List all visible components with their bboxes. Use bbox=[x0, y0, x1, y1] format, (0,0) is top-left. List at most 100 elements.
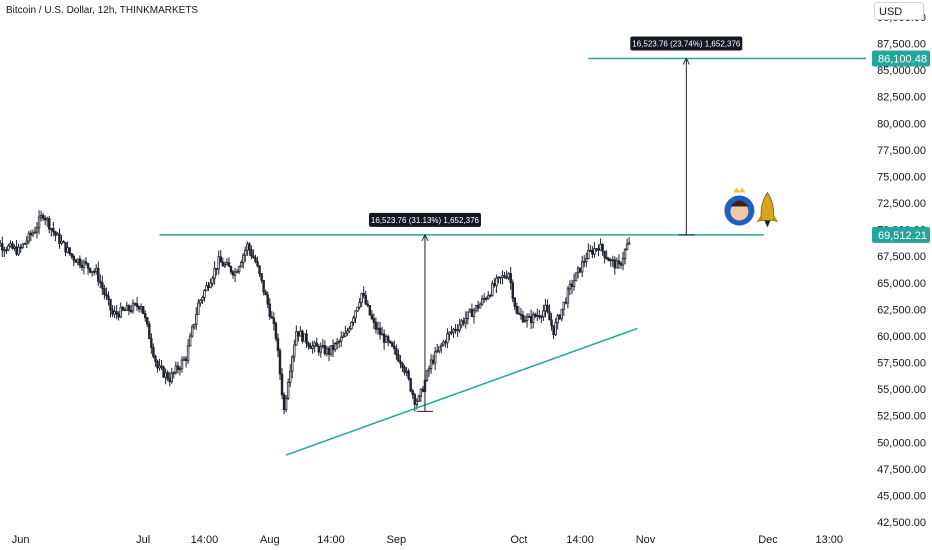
candle bbox=[29, 229, 33, 242]
candle bbox=[419, 388, 423, 403]
candle bbox=[45, 216, 49, 228]
candle bbox=[362, 286, 365, 299]
candle-body bbox=[580, 261, 584, 273]
candle bbox=[260, 273, 263, 284]
candle-body bbox=[105, 293, 108, 297]
candle-body bbox=[325, 347, 329, 355]
candle bbox=[129, 304, 133, 314]
price-tag-label: 86,100.48 bbox=[878, 53, 927, 65]
candle-body bbox=[288, 370, 292, 383]
measures-layer[interactable]: 16,523.76 (31.13%) 1,652,376 16,523.76 (2… bbox=[368, 36, 743, 412]
candle-body bbox=[315, 342, 318, 347]
price-range-measure[interactable]: 16,523.76 (23.74%) 1,652,376 bbox=[630, 36, 743, 236]
candle bbox=[50, 227, 53, 237]
candle-body bbox=[307, 342, 310, 347]
candle bbox=[23, 242, 26, 245]
candle-body bbox=[7, 245, 10, 251]
candle-body bbox=[23, 242, 26, 245]
y-tick-label: 77,500.00 bbox=[877, 145, 926, 157]
candle bbox=[211, 275, 214, 287]
candle-body bbox=[282, 394, 286, 410]
candle-body bbox=[556, 315, 559, 324]
candle-body bbox=[166, 372, 169, 380]
candle-body bbox=[209, 282, 212, 288]
candle bbox=[195, 307, 198, 331]
drawings-layer[interactable] bbox=[159, 57, 866, 456]
price-axis[interactable]: 42,500.00 45,000.00 47,500.00 50,000.00 52,5… bbox=[872, 12, 930, 529]
candle bbox=[511, 279, 514, 303]
price-range-measure[interactable]: 16,523.76 (31.13%) 1,652,376 bbox=[368, 212, 481, 412]
candle-body bbox=[417, 395, 421, 402]
candle-body bbox=[458, 324, 461, 331]
candle bbox=[580, 255, 584, 278]
candle bbox=[137, 305, 141, 313]
candle-body bbox=[33, 231, 37, 234]
candle-body bbox=[331, 345, 335, 351]
candle bbox=[558, 313, 561, 320]
candle bbox=[484, 296, 488, 302]
ascending-support-line[interactable] bbox=[285, 327, 638, 456]
avatar-face bbox=[730, 202, 749, 221]
candle bbox=[613, 256, 617, 275]
candle-body bbox=[137, 306, 141, 310]
candle bbox=[515, 302, 519, 315]
candle bbox=[458, 318, 461, 333]
candle-body bbox=[536, 314, 539, 317]
candle bbox=[115, 305, 118, 320]
candle bbox=[440, 342, 443, 354]
candle-body bbox=[29, 232, 33, 236]
candle-body bbox=[499, 276, 502, 279]
candle bbox=[101, 275, 104, 296]
candle bbox=[313, 340, 316, 353]
candle bbox=[311, 340, 314, 354]
y-tick-label: 42,500.00 bbox=[877, 517, 926, 529]
candle bbox=[254, 254, 257, 264]
candle-body bbox=[401, 362, 404, 368]
time-axis[interactable]: Jun Jul 14:00 Aug 14:00 Sep Oct 14:00 Nov Dec 13:0… bbox=[12, 534, 843, 546]
candle bbox=[141, 306, 145, 315]
y-tick-label: 55,000.00 bbox=[877, 384, 926, 396]
candle-body bbox=[413, 394, 416, 405]
x-tick-label: 14:00 bbox=[191, 534, 219, 546]
candle bbox=[621, 251, 625, 271]
candle bbox=[342, 331, 345, 338]
rocket-fin-icon bbox=[756, 214, 779, 223]
candle-body bbox=[319, 346, 323, 353]
candle-body bbox=[346, 330, 349, 334]
currency-selector[interactable]: USD bbox=[874, 2, 924, 20]
candle bbox=[438, 346, 441, 354]
candle-body bbox=[444, 341, 447, 344]
candle bbox=[180, 356, 184, 373]
candle-body bbox=[115, 311, 118, 315]
candle bbox=[3, 246, 6, 257]
candle bbox=[213, 261, 216, 285]
candle bbox=[615, 257, 619, 269]
candle-body bbox=[446, 333, 449, 344]
candles-layer bbox=[0, 210, 631, 415]
candle-body bbox=[384, 336, 388, 343]
candle bbox=[627, 237, 631, 246]
candle bbox=[454, 324, 457, 334]
candle-body bbox=[366, 303, 370, 306]
candle-body bbox=[219, 256, 222, 263]
candle bbox=[309, 342, 312, 349]
y-tick-label: 65,000.00 bbox=[877, 278, 926, 290]
y-tick-label: 75,000.00 bbox=[877, 171, 926, 183]
candle-body bbox=[462, 320, 465, 324]
candle-body bbox=[3, 249, 6, 252]
candle-body bbox=[352, 317, 355, 323]
candle bbox=[487, 291, 490, 300]
candle bbox=[452, 327, 455, 339]
candle bbox=[201, 295, 204, 305]
candle bbox=[74, 258, 78, 263]
candle-body bbox=[466, 311, 470, 319]
candle bbox=[548, 304, 551, 321]
candle bbox=[107, 291, 110, 306]
candle-body bbox=[158, 365, 161, 369]
candle-body bbox=[464, 317, 468, 324]
candle-body bbox=[252, 255, 255, 259]
candle bbox=[574, 272, 578, 282]
candle bbox=[80, 259, 84, 271]
